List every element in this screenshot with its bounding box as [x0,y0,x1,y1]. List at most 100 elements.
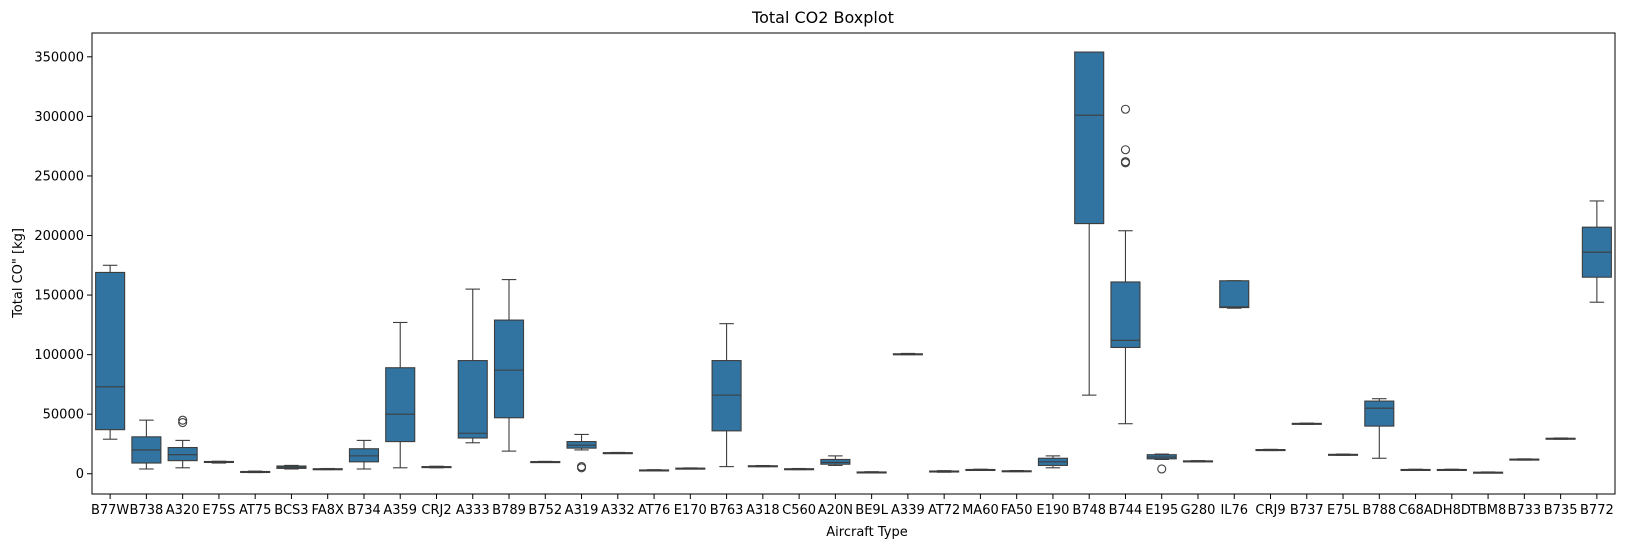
box-iqr [1074,51,1105,225]
box-tbm8 [1473,471,1504,474]
x-tick-label: E195 [1145,503,1178,518]
y-tick-label: 200000 [34,229,84,244]
box-b738 [131,419,162,470]
box-at75 [240,470,271,474]
x-tick-label: G280 [1181,503,1216,518]
box-b752 [530,460,561,464]
box-e190 [1037,455,1068,469]
box-a319 [566,433,597,473]
y-tick-label: 100000 [34,348,84,363]
y-tick-label: 0 [76,467,84,482]
x-tick-label: DH8D [1433,503,1471,518]
box-iqr [820,458,851,465]
y-tick-label: 350000 [34,50,84,65]
x-tick-label: E75S [202,503,235,518]
x-tick-label: B763 [710,503,744,518]
x-tick-label: BCS3 [274,503,308,518]
box-a359 [385,321,416,469]
y-tick-label: 300000 [34,110,84,125]
box-c560 [784,467,815,471]
box-iqr [457,360,488,439]
x-tick-label: B734 [347,503,381,518]
x-tick-label: B733 [1507,503,1541,518]
box-at72 [929,470,960,473]
x-tick-label: C68A [1398,503,1433,518]
box-b744 [1110,104,1141,425]
y-tick-label: 250000 [34,169,84,184]
box-a320 [167,415,198,469]
outlier-point [178,417,188,428]
box-b763 [711,323,742,468]
x-axis-label: Aircraft Type [826,525,907,540]
box-fa8x [312,467,343,471]
box-b734 [348,439,380,470]
x-tick-label: A332 [601,503,635,518]
plot-frame [91,32,1616,495]
x-tick-label: FA8X [312,503,344,518]
x-tick-label: B772 [1580,503,1614,518]
box-ma60 [965,468,996,472]
box-g280 [1182,460,1214,463]
x-tick-label: B748 [1072,503,1106,518]
box-a339 [892,352,923,356]
box-e195 [1146,453,1177,474]
box-crj9 [1255,448,1286,452]
box-b788 [1364,398,1395,459]
x-tick-label: B735 [1544,503,1578,518]
outlier-point [1120,104,1131,114]
x-tick-label: AT72 [928,503,960,518]
box-bcs3 [276,464,307,470]
box-il76 [1219,280,1250,309]
y-tick-label: 50000 [43,408,84,423]
y-axis-label: Total CO" [kg] [11,228,26,319]
x-tick-label: AT76 [638,503,670,518]
x-tick-label: B744 [1109,503,1143,518]
x-axis: B77W B738 A320 E75S AT75 BCS3 FA8X B734 A359 CRJ2… [91,494,1614,518]
outlier-point [1120,157,1131,167]
x-tick-label: B788 [1362,503,1396,518]
box-at76 [639,469,670,472]
box-fa50 [1001,469,1032,473]
box-b748 [1074,51,1105,396]
x-tick-label: A320 [166,503,200,518]
x-tick-label: B752 [528,503,562,518]
x-tick-label: FA50 [1001,503,1033,518]
box-iqr [711,360,742,432]
box-e170 [675,467,706,470]
x-tick-label: AT75 [239,503,271,518]
x-tick-label: B77W [91,503,129,518]
box-c68a [1400,468,1431,472]
x-tick-label: E190 [1036,503,1069,518]
outlier-point [1157,464,1167,474]
x-tick-label: A339 [891,503,925,518]
outlier-point [1120,145,1131,155]
box-a332 [602,451,633,455]
box-b772 [1581,200,1612,303]
box-b789 [493,279,525,452]
x-tick-label: BE9L [855,503,888,518]
box-e75l [1327,453,1359,456]
x-tick-label: IL76 [1220,503,1248,518]
box-series [95,51,1612,474]
x-tick-label: B737 [1290,503,1324,518]
x-tick-label: A333 [456,503,490,518]
box-b735 [1545,437,1576,440]
x-tick-label: MA60 [962,503,999,518]
box-iqr [493,319,525,419]
x-tick-label: C560 [782,503,816,518]
x-tick-label: A319 [565,503,599,518]
chart-title: Total CO2 Boxplot [751,8,894,27]
box-e75s [203,460,234,464]
box-iqr [1219,280,1250,309]
x-tick-label: B738 [130,503,164,518]
x-tick-label: A20N [818,503,853,518]
box-dh8d [1436,468,1467,472]
x-tick-label: E75L [1327,503,1360,518]
x-tick-label: A359 [383,503,417,518]
box-iqr [1110,281,1141,349]
box-iqr [1364,400,1395,427]
box-a318 [747,464,778,468]
box-iqr [385,367,416,443]
box-iqr [348,448,380,463]
box-iqr [167,446,198,462]
